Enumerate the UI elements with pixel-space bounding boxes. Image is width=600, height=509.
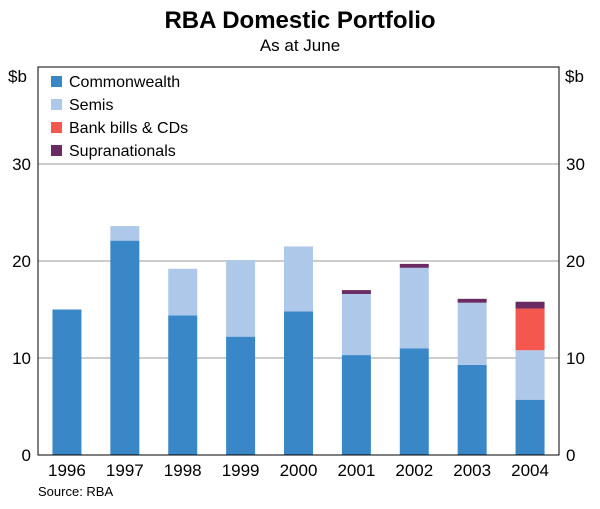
y-tick-left-10: 10 [12,349,31,368]
left-unit-label: $b [8,67,27,86]
x-tick-1997: 1997 [106,461,144,480]
chart-title: RBA Domestic Portfolio [164,7,435,34]
right-unit-label: $b [565,67,584,86]
x-tick-2002: 2002 [395,461,433,480]
legend-label-bank-bills: Bank bills & CDs [69,120,188,137]
x-tick-labels: 1996 1997 1998 1999 2000 2001 2002 2003 2004 [48,461,549,480]
x-tick-2000: 2000 [280,461,318,480]
x-tick-1998: 1998 [164,461,202,480]
bar-2003-semis [457,302,487,365]
bar-2001-semis [341,293,371,356]
legend-swatch-semis [51,99,62,110]
y-tick-right-0: 0 [566,446,575,465]
legend-label-semis: Semis [69,97,113,114]
bar-2004-semis [515,350,545,400]
bar-2002-commonwealth [399,348,429,455]
bar-2003-supranationals [457,298,487,303]
x-tick-2003: 2003 [453,461,491,480]
y-tick-right-30: 30 [566,155,585,174]
y-tick-right-20: 20 [566,252,585,271]
bar-2001-commonwealth [341,355,371,455]
bar-2004-commonwealth [515,399,545,455]
bar-1997-semis [110,226,140,241]
bar-2002-supranationals [399,263,429,268]
bar-2000-commonwealth [284,311,313,455]
bar-1998-semis [168,268,198,316]
plot-frame [37,66,560,456]
bar-2001-supranationals [341,290,371,294]
y-tick-right-10: 10 [566,349,585,368]
y-ticks-left: 0 10 20 30 [12,155,31,465]
legend-label-commonwealth: Commonwealth [69,74,180,91]
legend: Commonwealth Semis Bank bills & CDs Supr… [51,74,188,160]
legend-label-supranationals: Supranationals [69,143,176,160]
bar-2003-commonwealth [457,364,487,455]
chart-subtitle: As at June [260,36,340,55]
bar-2004-bank-bills-cds [515,308,545,351]
y-ticks-right: 0 10 20 30 [566,155,585,465]
bar-2000-semis [284,246,313,312]
bar-1997-commonwealth [110,240,140,455]
y-tick-left-20: 20 [12,252,31,271]
bar-1996-commonwealth [52,309,82,455]
legend-swatch-commonwealth [51,76,62,87]
bars [52,226,545,455]
legend-swatch-supranationals [51,145,62,156]
y-tick-left-0: 0 [22,446,31,465]
bar-1999-commonwealth [226,336,256,455]
source-note: Source: RBA [38,484,113,499]
x-tick-1996: 1996 [48,461,86,480]
bar-2004-supranationals [515,301,545,309]
legend-swatch-bank-bills [51,122,62,133]
bar-2002-semis [399,267,429,349]
x-tick-2001: 2001 [337,461,375,480]
y-tick-left-30: 30 [12,155,31,174]
x-tick-1999: 1999 [222,461,260,480]
bar-1999-semis [226,260,256,337]
x-tick-2004: 2004 [511,461,549,480]
bar-1998-commonwealth [168,315,198,455]
